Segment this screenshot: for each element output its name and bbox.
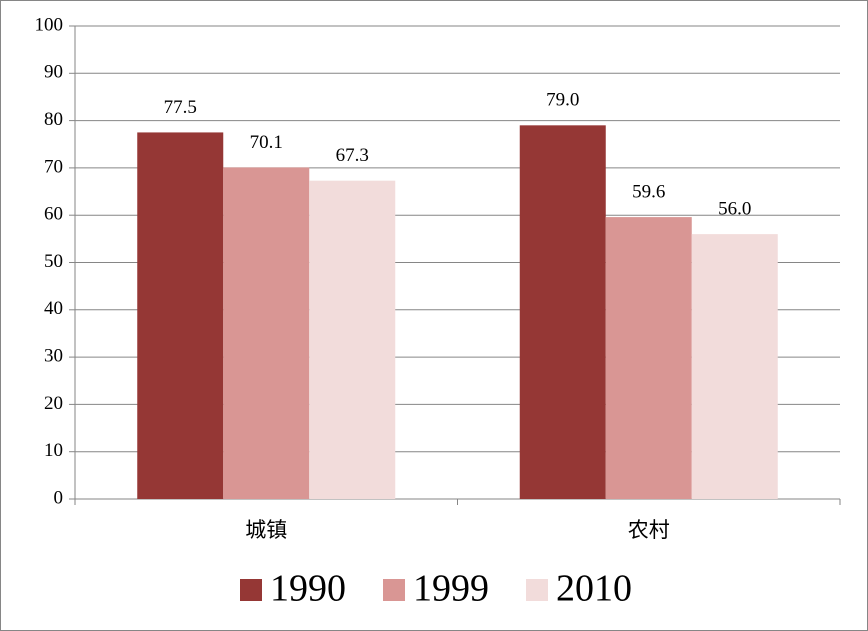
x-tick-label: 城镇 [245,518,287,542]
value-label: 79.0 [546,90,579,111]
value-label: 67.3 [336,145,369,166]
legend-label: 1990 [270,568,346,610]
y-tick-label: 60 [44,204,63,225]
value-label: 59.6 [632,181,665,202]
y-tick-label: 10 [44,440,63,461]
y-tick-label: 100 [35,14,64,35]
value-label: 70.1 [250,132,283,153]
legend-swatch [383,579,405,601]
legend-swatch [240,579,262,601]
y-tick-label: 80 [44,109,63,130]
y-tick-label: 40 [44,298,63,319]
value-label: 56.0 [718,198,751,219]
bar [309,180,396,499]
y-tick-label: 90 [44,62,63,83]
legend-label: 1999 [413,568,489,610]
legend-label: 2010 [556,568,632,610]
y-tick-label: 0 [54,487,64,508]
y-tick-label: 50 [44,251,63,272]
value-label: 77.5 [164,97,197,118]
y-tick-label: 70 [44,156,63,177]
legend-swatch [526,579,548,601]
bar [137,132,224,500]
y-tick-label: 20 [44,393,63,414]
bar [691,234,778,499]
x-tick-label: 农村 [628,518,670,542]
bar [605,217,692,500]
bar [519,125,606,499]
bar [223,167,310,499]
y-tick-label: 30 [44,345,63,366]
